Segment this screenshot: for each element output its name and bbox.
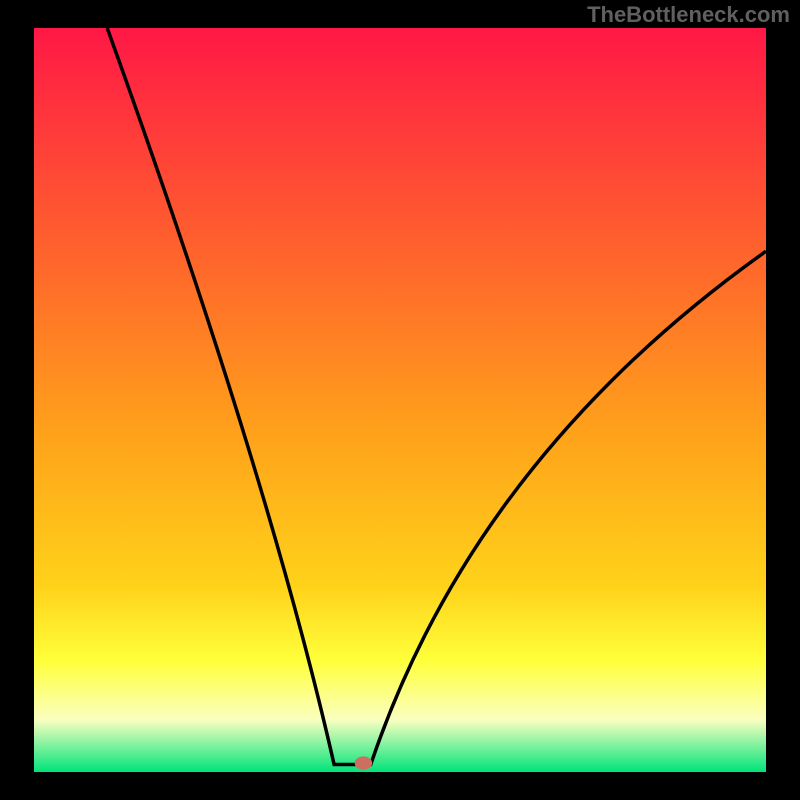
minimum-marker — [355, 756, 373, 769]
curve-svg — [34, 28, 766, 772]
bottleneck-curve — [107, 28, 766, 765]
plot-area — [34, 28, 766, 772]
watermark-text: TheBottleneck.com — [587, 2, 790, 28]
chart-container: TheBottleneck.com — [0, 0, 800, 800]
